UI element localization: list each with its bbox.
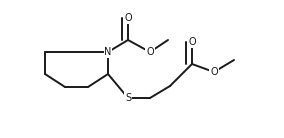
Text: S: S: [125, 93, 131, 103]
Text: O: O: [124, 13, 132, 23]
Text: O: O: [210, 67, 218, 77]
Text: O: O: [188, 37, 196, 47]
Text: N: N: [104, 47, 112, 57]
Text: O: O: [146, 47, 154, 57]
